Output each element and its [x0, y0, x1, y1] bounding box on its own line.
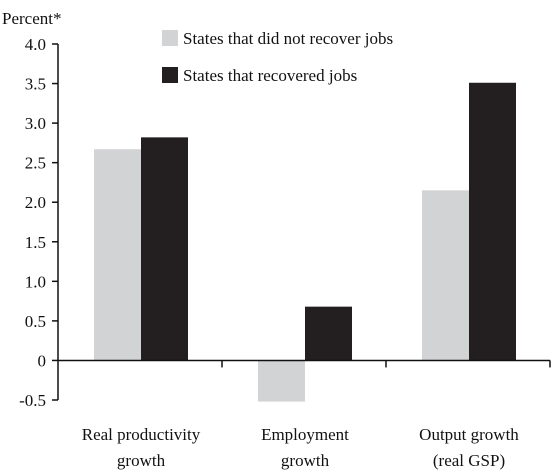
- y-tick-label: 0.5: [25, 312, 46, 331]
- bar-series2-cat1: [141, 137, 188, 361]
- y-axis-ticks: 4.0 3.5 3.0 2.5 2.0 1.5 1.0 0.5 0 -0.5: [19, 35, 58, 410]
- y-tick-label: 3.0: [25, 114, 46, 133]
- x-axis-labels: Real productivity growth Employment growth O…: [82, 425, 520, 470]
- category-label: growth: [117, 451, 166, 470]
- y-tick-label: 4.0: [25, 35, 46, 54]
- y-axis-title: Percent*: [2, 9, 61, 28]
- y-tick-label: 0: [38, 351, 47, 370]
- bar-series1-cat3: [422, 190, 469, 361]
- bar-series1-cat2: [258, 360, 305, 402]
- legend-label: States that did not recover jobs: [183, 29, 393, 48]
- category-label: Employment: [261, 425, 349, 444]
- category-label: Real productivity: [82, 425, 201, 444]
- axes: [57, 44, 551, 400]
- y-tick-label: 2.0: [25, 193, 46, 212]
- bars: [94, 82, 516, 402]
- y-tick-label: 1.5: [25, 233, 46, 252]
- bar-series1-cat1: [94, 149, 141, 361]
- bar-series2-cat2: [305, 306, 352, 361]
- y-tick-label: -0.5: [19, 391, 46, 410]
- category-label: Output growth: [419, 425, 519, 444]
- legend-swatch: [162, 30, 178, 46]
- legend: States that did not recover jobs States t…: [162, 29, 393, 85]
- category-label: (real GSP): [433, 451, 505, 470]
- y-tick-label: 2.5: [25, 154, 46, 173]
- y-tick-label: 3.5: [25, 75, 46, 94]
- bar-series2-cat3: [469, 82, 516, 361]
- y-tick-label: 1.0: [25, 272, 46, 291]
- category-label: growth: [281, 451, 330, 470]
- legend-swatch: [162, 67, 178, 83]
- legend-label: States that recovered jobs: [183, 66, 357, 85]
